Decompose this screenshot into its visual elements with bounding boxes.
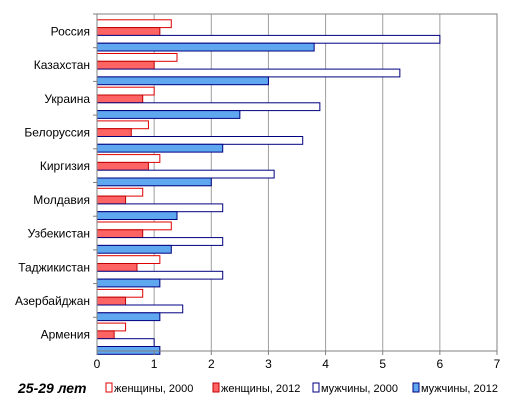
bar <box>96 330 115 340</box>
x-tick-label: 4 <box>322 357 329 371</box>
legend-label: мужчины, 2000 <box>321 383 398 395</box>
x-tick-label: 0 <box>94 357 101 371</box>
bar <box>96 120 149 130</box>
bar <box>96 211 178 220</box>
bar <box>96 312 161 322</box>
bar <box>96 270 224 280</box>
category-label: Казахстан <box>34 58 90 72</box>
legend-label: женщины, 2000 <box>114 383 193 395</box>
bar <box>96 19 172 29</box>
bar <box>96 322 127 332</box>
bar <box>96 338 155 348</box>
bar <box>96 187 144 197</box>
category-label: Киргизия <box>40 159 90 173</box>
chart-subtitle: 25-29 лет <box>17 380 86 396</box>
bar <box>96 304 184 314</box>
legend-swatch <box>105 382 113 393</box>
bar <box>96 263 138 272</box>
bar <box>96 76 269 86</box>
legend-swatch <box>412 382 420 393</box>
category-label: Белоруссия <box>24 125 90 139</box>
axes: Россия Казахстан Украина Белоруссия Киргизия… <box>15 13 501 371</box>
bar <box>96 221 172 231</box>
legend: женщины, 2000 женщины, 2012 мужчины, 2000 м… <box>105 382 498 395</box>
x-tick-label: 6 <box>437 357 444 371</box>
bar <box>96 27 161 36</box>
bar <box>96 42 315 52</box>
bar <box>96 195 127 205</box>
legend-swatch <box>212 382 220 393</box>
bar <box>96 288 144 298</box>
bar <box>96 161 149 171</box>
bar <box>96 143 224 153</box>
bar <box>96 177 212 187</box>
bar <box>96 136 304 145</box>
bar <box>96 237 224 246</box>
legend-swatch <box>312 382 320 393</box>
category-label: Узбекистан <box>28 227 90 241</box>
x-tick-label: 3 <box>265 357 272 371</box>
x-tick-label: 7 <box>494 357 501 371</box>
x-tick-label: 2 <box>208 357 215 371</box>
category-label: Россия <box>51 24 90 38</box>
legend-label: мужчины, 2012 <box>421 383 498 395</box>
bar <box>96 94 144 104</box>
bar <box>96 128 132 137</box>
bar <box>96 244 172 254</box>
bar <box>96 229 144 239</box>
bar <box>96 68 401 78</box>
bar <box>96 53 178 62</box>
category-label: Таджикистан <box>18 260 90 274</box>
x-tick-label: 5 <box>379 357 386 371</box>
bar <box>96 203 224 213</box>
bar <box>96 278 161 288</box>
bars <box>96 19 441 355</box>
bar <box>96 154 161 163</box>
bar <box>96 169 275 179</box>
category-label: Украина <box>44 92 90 106</box>
bar <box>96 34 441 44</box>
legend-label: женщины, 2012 <box>221 383 300 395</box>
bar <box>96 102 321 112</box>
category-label: Армения <box>41 328 90 342</box>
x-tick-label: 1 <box>151 357 158 371</box>
bar <box>96 86 155 96</box>
bar <box>96 60 155 70</box>
bar <box>96 110 241 119</box>
bar <box>96 255 161 264</box>
category-label: Молдавия <box>33 193 90 207</box>
bar <box>96 346 161 355</box>
bar <box>96 296 127 306</box>
category-label: Азербайджан <box>15 294 90 308</box>
